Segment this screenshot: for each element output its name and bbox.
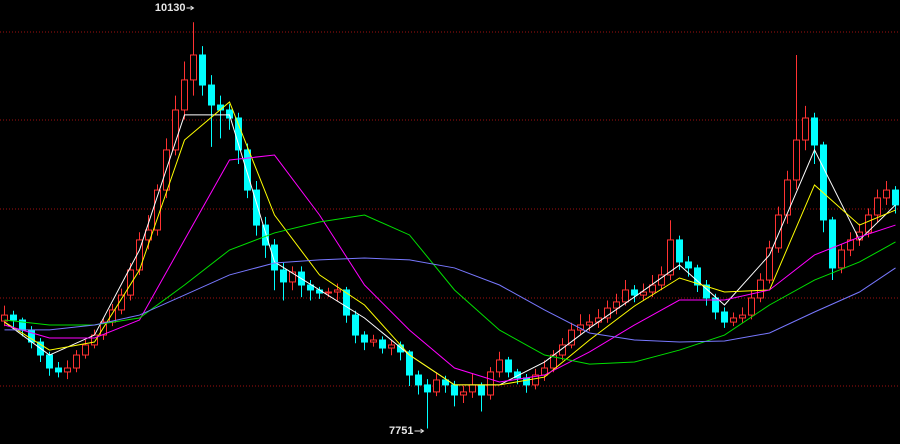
candle-body <box>685 261 692 269</box>
candle-body <box>208 84 215 106</box>
candle-body <box>847 239 854 251</box>
candle-body <box>253 189 260 226</box>
min-arrow <box>414 428 425 434</box>
candle-body <box>874 197 881 216</box>
candle-body <box>64 367 71 373</box>
candle-body <box>226 109 233 119</box>
candle-body <box>892 189 899 206</box>
candle-body <box>460 391 467 396</box>
candle-body <box>649 284 656 293</box>
candle-body <box>307 284 314 291</box>
candle-body <box>127 269 134 296</box>
candle-body <box>442 379 449 386</box>
candle-body <box>514 371 521 379</box>
candle-body <box>172 109 179 151</box>
moving-average-line <box>4 214 896 365</box>
candle-body <box>370 339 377 343</box>
candle-body <box>118 294 125 311</box>
candle-body <box>811 117 818 146</box>
candle-body <box>523 377 530 386</box>
candle-body <box>406 351 413 376</box>
candle-body <box>388 344 395 349</box>
candle-body <box>577 324 584 331</box>
candle-body <box>352 314 359 336</box>
candle-body <box>469 384 476 393</box>
candle-body <box>568 329 575 346</box>
max-label: 10130 <box>155 2 186 14</box>
candle-body <box>361 334 368 343</box>
candle-body <box>622 289 629 303</box>
candle-body <box>586 321 593 326</box>
candle-body <box>73 354 80 369</box>
candle-body <box>739 314 746 319</box>
candle-body <box>829 219 836 269</box>
candle-body <box>46 354 53 369</box>
candle-body <box>766 247 773 281</box>
candle-body <box>838 249 845 269</box>
min-label: 7751 <box>389 425 413 437</box>
candle-body <box>640 291 647 296</box>
grid <box>0 31 900 387</box>
candle-body <box>55 367 62 373</box>
candle-body <box>487 371 494 396</box>
candle-body <box>244 149 251 191</box>
moving-average-line <box>4 154 896 383</box>
candle-body <box>289 271 296 283</box>
candle-body <box>424 384 431 393</box>
candle-body <box>613 301 620 309</box>
candle-body <box>865 214 872 233</box>
candle-body <box>775 214 782 249</box>
candle-body <box>1 314 8 322</box>
candle-body <box>82 344 89 356</box>
candle-body <box>325 291 332 294</box>
candle-body <box>883 189 890 199</box>
candle-body <box>721 311 728 323</box>
max-arrow <box>186 5 195 11</box>
moving-average-line <box>4 257 896 343</box>
candle-body <box>757 279 764 299</box>
candle-body <box>415 374 422 386</box>
candle-body <box>667 239 674 276</box>
candle-body <box>712 297 719 313</box>
moving-average-line <box>4 101 896 386</box>
candle-body <box>181 79 188 111</box>
candle-body <box>379 339 386 349</box>
candle-body <box>505 359 512 373</box>
candle-body <box>784 179 791 216</box>
candle-body <box>91 334 98 346</box>
candle-body <box>532 374 539 386</box>
candle-body <box>451 384 458 396</box>
candle-body <box>280 269 287 283</box>
candle-body <box>820 144 827 221</box>
candle-body <box>694 267 701 286</box>
candle-body <box>793 139 800 181</box>
candle-body <box>676 239 683 263</box>
candle-body <box>730 317 737 323</box>
candle-body <box>199 54 206 86</box>
candle-body <box>631 289 638 296</box>
candle-body <box>190 54 197 81</box>
candle-body <box>433 379 440 393</box>
candle-body <box>334 289 341 293</box>
candle-body <box>343 289 350 316</box>
candle-body <box>10 314 17 321</box>
candle-body <box>748 297 755 316</box>
candle-body <box>802 117 809 141</box>
candle-body <box>496 359 503 373</box>
candle-body <box>478 384 485 396</box>
candle-body <box>271 244 278 271</box>
candle-body <box>559 344 566 356</box>
